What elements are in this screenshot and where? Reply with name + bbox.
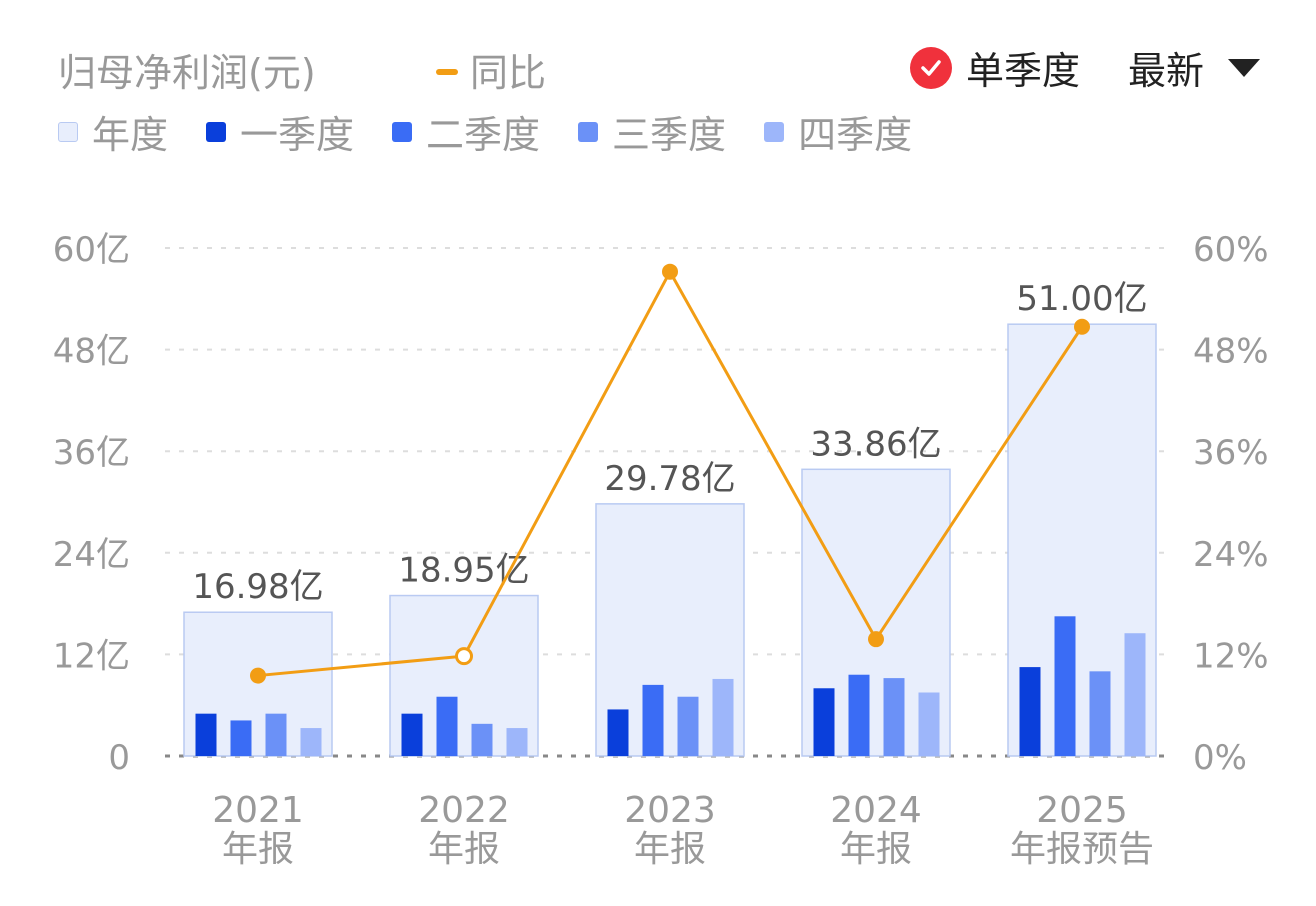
chart-title: 归母净利润(元) <box>58 51 316 95</box>
legend-item-q4: 四季度 <box>764 104 912 159</box>
y-right-tick-label: 60% <box>1193 230 1269 270</box>
y-right-tick-label: 0% <box>1193 738 1247 778</box>
x-tick-label-year: 2023 <box>624 790 716 831</box>
legend-swatch-q3 <box>578 121 599 142</box>
y-right-tick-label: 12% <box>1193 636 1269 676</box>
quarter-bar <box>1054 616 1076 756</box>
y-left-tick-label: 12亿 <box>53 636 130 676</box>
latest-dropdown[interactable]: 最新 <box>1127 49 1204 93</box>
legend-swatch-q4 <box>764 121 785 142</box>
quarter-bar <box>195 713 217 756</box>
legend-swatch-q2 <box>392 121 413 142</box>
yoy-point <box>250 667 266 684</box>
legend-label-annual: 年度 <box>92 113 169 157</box>
quarter-bar <box>401 713 423 756</box>
legend-label-q1: 一季度 <box>240 113 355 157</box>
x-tick-label-type: 年报 <box>840 829 912 870</box>
yoy-point <box>662 263 678 280</box>
x-tick-label-type: 年报 <box>634 829 706 870</box>
y-left-tick-label: 48亿 <box>53 332 130 372</box>
annual-value-label: 18.95亿 <box>398 551 529 591</box>
x-tick-label-type: 年报 <box>428 829 500 870</box>
x-tick-label-type: 年报 <box>222 829 294 870</box>
legend-label-q4: 四季度 <box>798 113 913 157</box>
y-right-tick-label: 48% <box>1193 332 1269 372</box>
legend-label-q2: 二季度 <box>426 113 541 157</box>
quarter-bar <box>506 728 528 756</box>
y-right-tick-label: 24% <box>1193 535 1269 575</box>
quarter-bar <box>642 684 664 756</box>
quarter-bar <box>471 723 493 756</box>
chart-legend: 年度 一季度 二季度 三季度 四季度 <box>58 104 950 159</box>
x-tick-label-year: 2022 <box>418 790 510 831</box>
quarter-bar <box>1124 633 1146 756</box>
quarter-bar <box>265 713 287 756</box>
check-icon[interactable] <box>909 46 952 89</box>
yoy-point <box>455 647 473 666</box>
chevron-down-icon[interactable] <box>1228 58 1260 77</box>
x-tick-label-year: 2025 <box>1036 790 1128 831</box>
annual-value-label: 51.00亿 <box>1016 279 1147 319</box>
y-left-tick-label: 60亿 <box>53 230 130 270</box>
y-right-tick-label: 36% <box>1193 433 1269 473</box>
yoy-point <box>1074 318 1090 335</box>
quarter-bar <box>712 678 734 756</box>
legend-item-q3: 三季度 <box>578 104 726 159</box>
quarter-bar <box>883 678 905 756</box>
single-quarter-toggle[interactable]: 单季度 <box>965 49 1080 93</box>
legend-label-q3: 三季度 <box>612 113 727 157</box>
quarter-bar <box>918 692 940 756</box>
quarter-bar <box>300 728 322 756</box>
quarter-bar <box>813 688 835 756</box>
yoy-line-swatch <box>436 68 458 75</box>
legend-swatch-annual <box>58 121 78 142</box>
x-tick-label-year: 2021 <box>212 790 304 831</box>
legend-item-annual: 年度 <box>58 104 168 159</box>
chart-header: 归母净利润(元) 同比 单季度 最新 <box>58 40 1260 95</box>
legend-item-q1: 一季度 <box>206 104 354 159</box>
x-tick-label-year: 2024 <box>830 790 922 831</box>
header-controls: 单季度 最新 <box>909 40 1260 95</box>
legend-item-q2: 二季度 <box>392 104 540 159</box>
quarter-bar <box>230 720 252 756</box>
legend-swatch-q1 <box>206 121 227 142</box>
annual-value-label: 29.78亿 <box>604 459 735 499</box>
x-tick-label-type: 年报预告 <box>1010 829 1154 870</box>
yoy-legend-label: 同比 <box>470 51 547 95</box>
annual-value-label: 33.86亿 <box>810 424 941 464</box>
quarter-bar <box>1019 667 1041 756</box>
quarter-bar <box>607 709 629 756</box>
quarter-bar <box>848 674 870 756</box>
y-left-tick-label: 24亿 <box>53 535 130 575</box>
yoy-point <box>868 631 884 648</box>
y-left-tick-label: 36亿 <box>53 433 130 473</box>
quarter-bar <box>436 696 458 756</box>
annual-value-label: 16.98亿 <box>192 567 323 607</box>
quarter-bar <box>1089 671 1111 756</box>
y-left-tick-label: 0 <box>108 738 130 778</box>
quarter-bar <box>677 696 699 756</box>
yoy-legend: 同比 <box>436 42 546 97</box>
